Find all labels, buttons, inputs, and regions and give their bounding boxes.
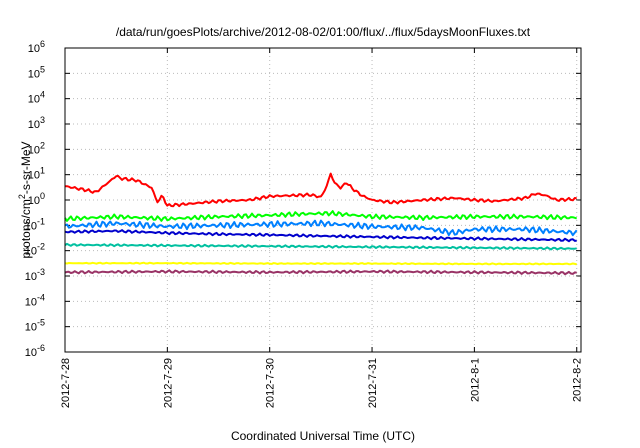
y-axis-label-sup: 2 (17, 194, 27, 199)
y-tick-label: 10-6 (25, 343, 45, 359)
y-tick-label: 10-2 (25, 242, 45, 258)
x-tick-label: 2012-8-2 (572, 358, 584, 402)
y-tick-label: 106 (28, 39, 45, 55)
y-tick-label-exp: -2 (37, 242, 45, 252)
y-tick-label-base: 10 (28, 94, 40, 106)
y-tick-label-base: 10 (28, 43, 40, 55)
y-tick-labels: 10-610-510-410-310-210-11001011021031041… (25, 39, 45, 359)
series-line (64, 219, 578, 237)
y-tick-label-base: 10 (25, 296, 37, 308)
y-tick-label-exp: 6 (40, 39, 45, 49)
y-tick-label-base: 10 (25, 271, 37, 283)
y-tick-label-base: 10 (25, 347, 37, 359)
y-tick-label: 100 (28, 191, 45, 207)
x-axis-label: Coordinated Universal Time (UTC) (231, 429, 415, 443)
y-tick-label: 10-1 (25, 216, 45, 232)
y-tick-label-base: 10 (25, 246, 37, 258)
series-line (64, 229, 577, 243)
y-tick-label-exp: -1 (37, 216, 45, 226)
y-tick-label-exp: -3 (37, 267, 45, 277)
y-tick-label-exp: 5 (40, 64, 45, 74)
y-tick-label: 104 (28, 90, 45, 106)
y-tick-label-base: 10 (28, 119, 40, 131)
chart-title: /data/run/goesPlots/archive/2012-08-02/0… (116, 25, 531, 39)
y-axis-label: protons/cm2-s-sr-MeV (17, 141, 33, 258)
y-tick-label-exp: 2 (40, 140, 45, 150)
series-line (64, 269, 577, 276)
y-tick-label: 10-4 (25, 292, 45, 308)
y-tick-label: 102 (28, 140, 45, 156)
x-tick-label: 2012-7-31 (367, 358, 379, 408)
series-line (65, 172, 577, 208)
y-tick-label-base: 10 (28, 170, 40, 182)
x-tick-label: 2012-7-28 (60, 358, 72, 408)
y-tick-label-exp: 3 (40, 115, 45, 125)
series-group (64, 172, 578, 276)
y-tick-label-base: 10 (28, 144, 40, 156)
y-tick-label-base: 10 (28, 195, 40, 207)
y-tick-label: 103 (28, 115, 45, 131)
x-tick-label: 2012-7-29 (162, 358, 174, 408)
series-line (64, 210, 578, 222)
y-tick-label-exp: -6 (37, 343, 45, 353)
y-tick-label-exp: -4 (37, 292, 45, 302)
y-tick-label-base: 10 (25, 220, 37, 232)
y-tick-label: 105 (28, 64, 45, 80)
y-tick-label: 101 (28, 166, 45, 182)
series-line (64, 261, 577, 266)
y-tick-label-exp: 1 (40, 166, 45, 176)
y-tick-label: 10-3 (25, 267, 45, 283)
x-tick-label: 2012-7-30 (265, 358, 277, 408)
y-axis-label-base: protons/cm (19, 199, 33, 258)
series-line (64, 242, 577, 251)
y-tick-label-base: 10 (25, 322, 37, 334)
y-axis-label-rest: -s-sr-MeV (19, 141, 33, 194)
y-tick-label-exp: -5 (37, 318, 45, 328)
plot-frame (64, 47, 582, 353)
x-tick-label: 2012-8-1 (469, 358, 481, 402)
y-tick-label-base: 10 (28, 68, 40, 80)
y-tick-label-exp: 4 (40, 90, 45, 100)
y-tick-label: 10-5 (25, 318, 45, 334)
y-tick-label-exp: 0 (40, 191, 45, 201)
x-tick-labels: 2012-7-28 2012-7-29 2012-7-30 2012-7-31 2012… (60, 358, 584, 408)
